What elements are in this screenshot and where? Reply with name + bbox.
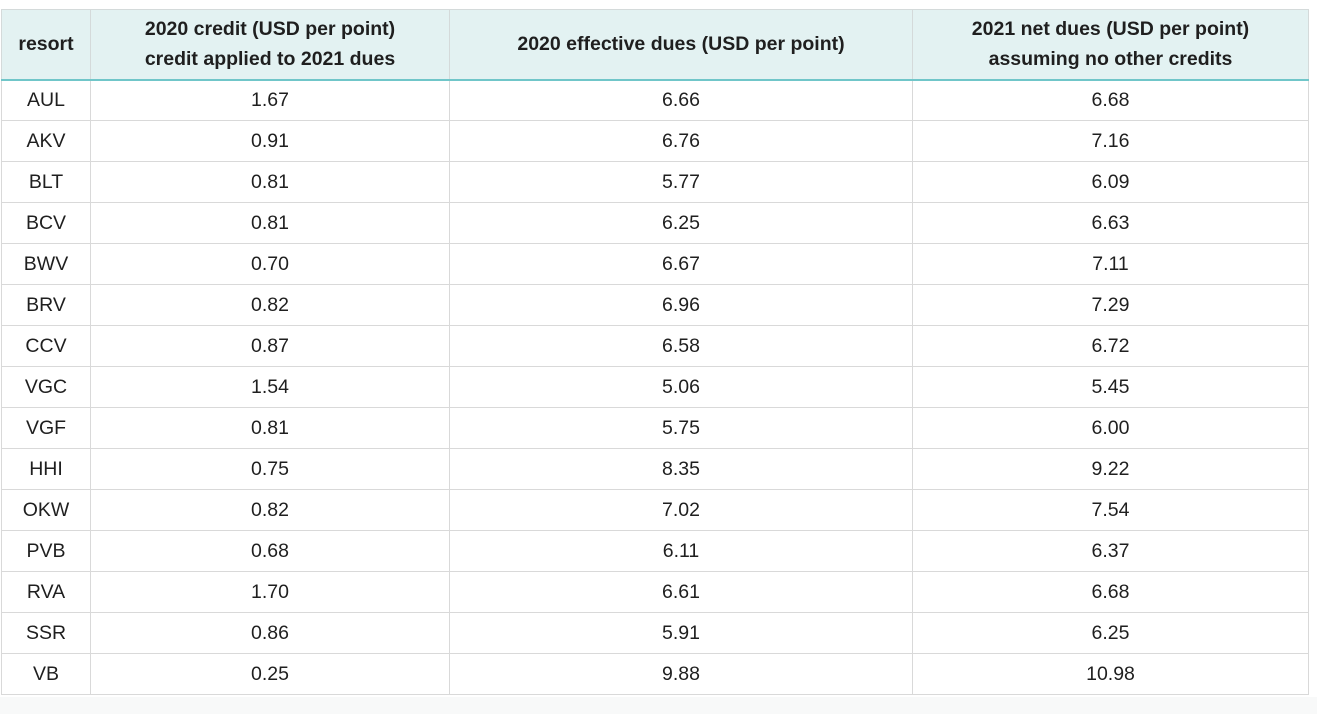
cell-2020-effective-dues: 8.35 (449, 448, 913, 490)
cell-2020-credit: 0.86 (90, 612, 450, 654)
cell-2020-credit: 0.75 (90, 448, 450, 490)
table-row: BRV 0.82 6.96 7.29 (1, 284, 1309, 326)
table-row: OKW 0.82 7.02 7.54 (1, 489, 1309, 531)
cell-2021-net-dues: 6.00 (912, 407, 1309, 449)
header-text-line: resort (18, 33, 74, 56)
header-2020-effective-dues: 2020 effective dues (USD per point) (449, 9, 913, 81)
cell-2020-effective-dues: 6.25 (449, 202, 913, 244)
cell-2021-net-dues: 7.29 (912, 284, 1309, 326)
cell-2020-effective-dues: 6.76 (449, 120, 913, 162)
cell-2021-net-dues: 6.37 (912, 530, 1309, 572)
header-row: resort 2020 credit (USD per point) credit … (1, 9, 1309, 81)
cell-2020-credit: 0.25 (90, 653, 450, 695)
header-text-line: credit applied to 2021 dues (144, 48, 396, 71)
cell-2020-effective-dues: 5.77 (449, 161, 913, 203)
table-row: AKV 0.91 6.76 7.16 (1, 120, 1309, 162)
header-resort: resort (1, 9, 91, 81)
cell-2020-credit: 1.54 (90, 366, 450, 408)
table-row: CCV 0.87 6.58 6.72 (1, 325, 1309, 367)
table-header: resort 2020 credit (USD per point) credit … (1, 9, 1309, 81)
table-row: AUL 1.67 6.66 6.68 (1, 79, 1309, 121)
dues-table: resort 2020 credit (USD per point) credit … (1, 9, 1309, 695)
header-text-line: 2020 credit (USD per point) (144, 18, 396, 41)
table-row: HHI 0.75 8.35 9.22 (1, 448, 1309, 490)
table-row: BLT 0.81 5.77 6.09 (1, 161, 1309, 203)
table-row: VB 0.25 9.88 10.98 (1, 653, 1309, 695)
cell-2020-effective-dues: 6.67 (449, 243, 913, 285)
cell-2021-net-dues: 6.68 (912, 571, 1309, 613)
cell-2021-net-dues: 6.25 (912, 612, 1309, 654)
cell-resort: AKV (1, 120, 91, 162)
cell-2020-effective-dues: 5.06 (449, 366, 913, 408)
cell-2020-credit: 1.70 (90, 571, 450, 613)
cell-2021-net-dues: 6.68 (912, 79, 1309, 121)
cell-resort: VGF (1, 407, 91, 449)
cell-2020-effective-dues: 9.88 (449, 653, 913, 695)
cell-2020-effective-dues: 5.75 (449, 407, 913, 449)
cell-2021-net-dues: 6.63 (912, 202, 1309, 244)
cell-2020-effective-dues: 5.91 (449, 612, 913, 654)
cell-2021-net-dues: 7.54 (912, 489, 1309, 531)
table-row: VGF 0.81 5.75 6.00 (1, 407, 1309, 449)
page-bottom-strip (0, 697, 1317, 714)
cell-2021-net-dues: 7.11 (912, 243, 1309, 285)
table-row: PVB 0.68 6.11 6.37 (1, 530, 1309, 572)
cell-resort: PVB (1, 530, 91, 572)
cell-resort: VB (1, 653, 91, 695)
cell-2021-net-dues: 6.09 (912, 161, 1309, 203)
cell-resort: AUL (1, 79, 91, 121)
cell-2021-net-dues: 6.72 (912, 325, 1309, 367)
cell-resort: OKW (1, 489, 91, 531)
cell-resort: VGC (1, 366, 91, 408)
header-2021-net-dues: 2021 net dues (USD per point) assuming no… (912, 9, 1309, 81)
cell-2020-credit: 1.67 (90, 79, 450, 121)
table-row: RVA 1.70 6.61 6.68 (1, 571, 1309, 613)
cell-resort: BWV (1, 243, 91, 285)
header-text-line: 2021 net dues (USD per point) (971, 18, 1250, 41)
table-row: VGC 1.54 5.06 5.45 (1, 366, 1309, 408)
cell-2020-credit: 0.91 (90, 120, 450, 162)
cell-2020-credit: 0.81 (90, 407, 450, 449)
cell-2020-credit: 0.70 (90, 243, 450, 285)
cell-2020-effective-dues: 6.61 (449, 571, 913, 613)
cell-2020-effective-dues: 6.11 (449, 530, 913, 572)
table-row: BCV 0.81 6.25 6.63 (1, 202, 1309, 244)
header-text-line: assuming no other credits (988, 48, 1233, 71)
cell-2020-credit: 0.87 (90, 325, 450, 367)
cell-resort: HHI (1, 448, 91, 490)
cell-2020-credit: 0.82 (90, 284, 450, 326)
table-row: SSR 0.86 5.91 6.25 (1, 612, 1309, 654)
cell-resort: RVA (1, 571, 91, 613)
cell-2020-credit: 0.81 (90, 161, 450, 203)
table-body: AUL 1.67 6.66 6.68 AKV 0.91 6.76 7.16 BLT 0.81 5.7… (1, 79, 1309, 695)
header-text-line: 2020 effective dues (USD per point) (517, 33, 845, 56)
cell-2021-net-dues: 10.98 (912, 653, 1309, 695)
cell-2020-effective-dues: 6.96 (449, 284, 913, 326)
cell-2021-net-dues: 9.22 (912, 448, 1309, 490)
cell-2020-credit: 0.81 (90, 202, 450, 244)
cell-2020-credit: 0.68 (90, 530, 450, 572)
cell-2021-net-dues: 7.16 (912, 120, 1309, 162)
cell-resort: BCV (1, 202, 91, 244)
cell-2020-effective-dues: 6.58 (449, 325, 913, 367)
cell-2020-credit: 0.82 (90, 489, 450, 531)
cell-2020-effective-dues: 6.66 (449, 79, 913, 121)
cell-resort: SSR (1, 612, 91, 654)
cell-resort: BRV (1, 284, 91, 326)
table-row: BWV 0.70 6.67 7.11 (1, 243, 1309, 285)
cell-2020-effective-dues: 7.02 (449, 489, 913, 531)
cell-2021-net-dues: 5.45 (912, 366, 1309, 408)
header-2020-credit: 2020 credit (USD per point) credit applie… (90, 9, 450, 81)
cell-resort: BLT (1, 161, 91, 203)
cell-resort: CCV (1, 325, 91, 367)
